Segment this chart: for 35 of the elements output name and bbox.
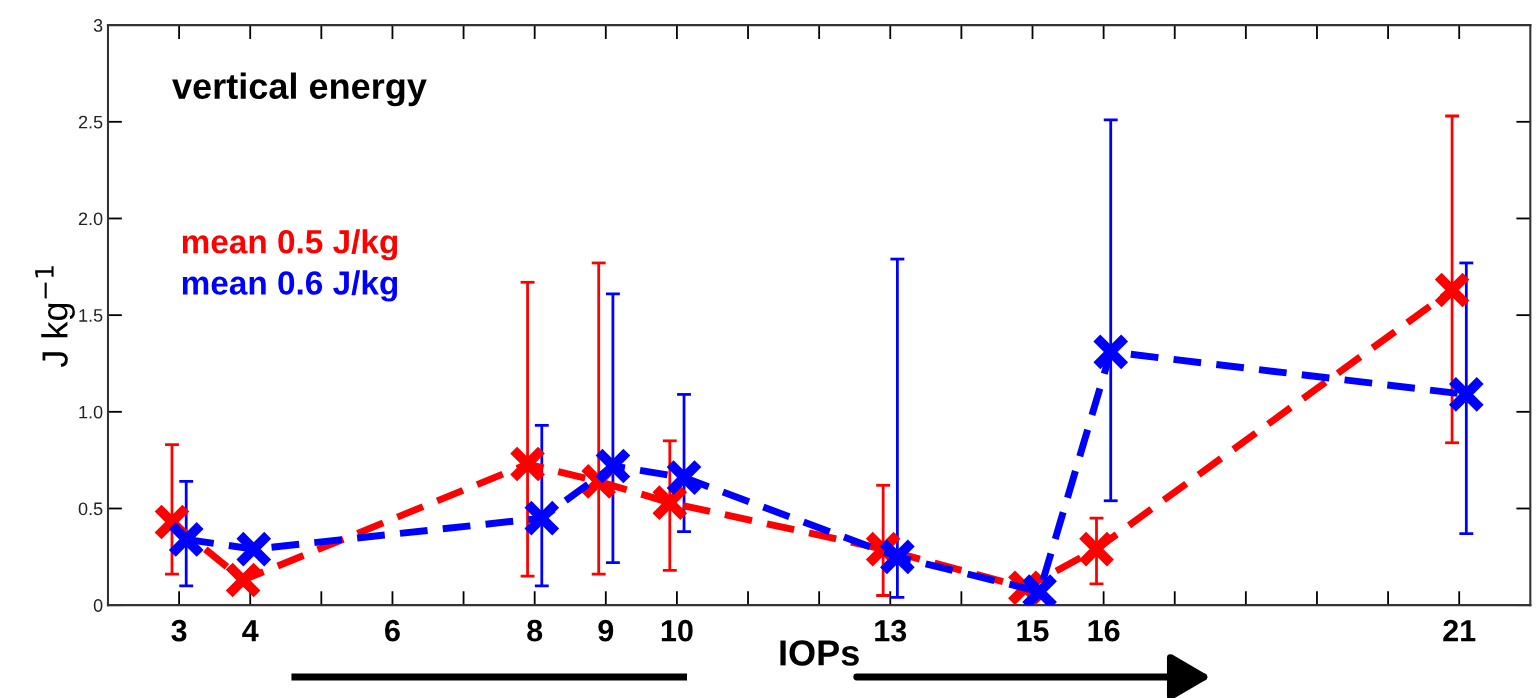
x-tick-label: 4 xyxy=(242,620,259,642)
text: mean 0.6 J/kg xyxy=(182,270,398,302)
y-tick-label: 1.5 xyxy=(79,309,103,322)
point xyxy=(224,561,262,599)
y-tick-label: 3 xyxy=(93,19,103,32)
y-tick-label: 1.0 xyxy=(79,405,103,419)
x-tick-label: 8 xyxy=(527,619,543,642)
text: mean 0.5 J/kg xyxy=(182,229,398,261)
x-tick-label: 13 xyxy=(875,619,907,642)
x-tick-label: 15 xyxy=(1017,620,1049,642)
x-tick-label: 9 xyxy=(598,619,614,642)
x-tick-label: 16 xyxy=(1088,619,1120,642)
y-tick-label: 2.0 xyxy=(78,212,103,226)
point xyxy=(594,447,632,485)
y-axis-title: J kg$^{−1}$ xyxy=(35,266,75,368)
x-tick-label: 3 xyxy=(171,619,187,642)
point xyxy=(1091,333,1130,371)
x-tick-label: 10 xyxy=(661,619,693,642)
point xyxy=(878,538,917,576)
point xyxy=(651,483,689,522)
x-axis-title: IOPs xyxy=(780,640,859,666)
point xyxy=(508,445,547,483)
point xyxy=(1077,530,1116,568)
point xyxy=(523,499,561,537)
point xyxy=(665,458,703,497)
point xyxy=(235,530,273,568)
y-tick-label: 2.5 xyxy=(78,115,103,129)
point xyxy=(1447,375,1486,414)
point xyxy=(1433,271,1471,309)
point xyxy=(167,520,205,559)
y-tick-label: 0 xyxy=(93,599,103,612)
text: vertical energy xyxy=(172,72,427,107)
x-tick-label: 6 xyxy=(385,619,400,642)
x-tick-label: 21 xyxy=(1443,619,1476,642)
y-tick-label: 0.5 xyxy=(78,502,103,516)
